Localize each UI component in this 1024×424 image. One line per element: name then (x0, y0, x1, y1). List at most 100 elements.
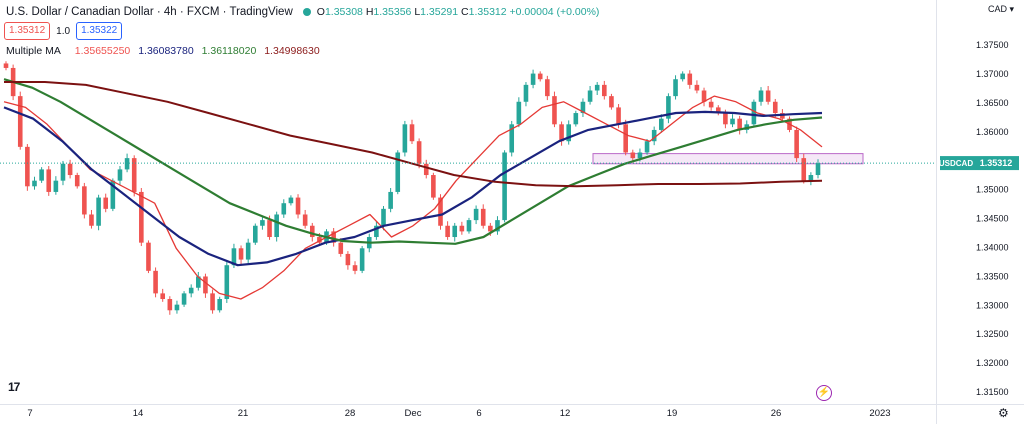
candle-body (409, 124, 415, 142)
candle-body (281, 203, 287, 215)
price-axis-tick-label: 1.34000 (976, 242, 1009, 252)
candle-body (210, 293, 215, 311)
candle-body (203, 276, 208, 294)
candle-body (715, 107, 721, 114)
price-axis-tick-label: 1.33000 (976, 300, 1009, 310)
time-axis-tick-label: 21 (238, 408, 249, 419)
candle-body (174, 304, 180, 311)
candle-body (708, 101, 714, 108)
candle-body (96, 197, 101, 226)
price-axis-tick-label: 1.37500 (976, 40, 1009, 50)
candle-body (808, 175, 814, 181)
time-axis-separator (0, 404, 1024, 405)
candle-body (67, 163, 73, 176)
sell-button[interactable]: 1.35312 (4, 22, 51, 40)
candle-body (25, 146, 30, 187)
candle-body (466, 220, 472, 232)
time-axis-tick-label: 12 (560, 408, 571, 419)
candle-body (765, 90, 771, 102)
candle-body (644, 141, 650, 153)
candle-body (559, 124, 564, 142)
candle-body (594, 84, 600, 91)
candle-body (374, 225, 379, 238)
candle-body (338, 242, 344, 254)
candle-body (74, 175, 80, 187)
price-axis-tick-label: 1.33500 (976, 271, 1009, 281)
candle-body (587, 90, 593, 102)
symbol-title[interactable]: U.S. Dollar / Canadian Dollar · 4h · FXC… (6, 6, 293, 18)
candle-body (815, 163, 821, 176)
time-axis-tick-label: 2023 (869, 408, 890, 419)
gear-icon[interactable]: ⚙ (998, 406, 1009, 420)
candle-body (231, 248, 237, 266)
candle-body (238, 248, 244, 260)
price-axis-tick-label: 1.34500 (976, 214, 1009, 224)
ohlc-readout: O1.35308 H1.35356 L1.35291 C1.35312 +0.0… (316, 6, 600, 18)
indicator-label: Multiple MA (6, 45, 61, 57)
candle-body (516, 101, 522, 125)
candle-body (609, 96, 614, 108)
time-axis-tick-label: 14 (133, 408, 144, 419)
candle-body (459, 225, 465, 232)
trade-buttons: 1.35312 1.0 1.35322 (4, 22, 123, 40)
candle-body (196, 276, 201, 288)
candle-body (545, 79, 550, 97)
symbol-tag (940, 156, 973, 171)
candle-body (651, 129, 657, 142)
symbol-tag-label: USDCAD (939, 159, 973, 168)
candle-body (381, 208, 386, 226)
candle-body (260, 220, 265, 226)
candle-body (488, 225, 493, 232)
time-axis-tick-label: Dec (405, 408, 422, 419)
ma-value-2: 1.36083780 (138, 45, 194, 57)
candle-body (295, 197, 301, 215)
candle-body (452, 225, 458, 238)
candle-body (103, 197, 109, 209)
candle-body (794, 129, 799, 159)
candle-body (345, 253, 351, 266)
candle-body (630, 152, 636, 159)
chart-header: U.S. Dollar / Canadian Dollar · 4h · FXC… (6, 4, 599, 20)
price-axis-tick-label: 1.31500 (976, 387, 1009, 397)
candle-body (32, 180, 37, 187)
candle-body (423, 163, 429, 176)
buy-button[interactable]: 1.35322 (76, 22, 123, 40)
candle-body (623, 124, 628, 153)
candle-body (701, 90, 707, 102)
candle-body (124, 158, 130, 170)
candle-body (3, 63, 9, 68)
indicator-legend[interactable]: Multiple MA 1.35655250 1.36083780 1.3611… (6, 45, 320, 57)
candle-body (252, 225, 258, 243)
candle-body (224, 265, 230, 300)
price-axis-tick-label: 1.36000 (976, 127, 1009, 137)
candle-body (552, 96, 557, 125)
ma-value-1: 1.35655250 (74, 45, 131, 57)
lightning-icon[interactable]: ⚡ (816, 385, 832, 401)
candle-body (495, 220, 500, 232)
candle-body (694, 84, 700, 91)
price-axis-tick-label: 1.35000 (976, 185, 1009, 195)
candle-body (616, 107, 621, 125)
candle-body (39, 169, 44, 181)
candle-body (438, 197, 443, 226)
time-axis-tick-label: 6 (476, 408, 481, 419)
candle-body (302, 214, 308, 226)
candle-body (523, 84, 529, 102)
market-status-dot (302, 8, 311, 16)
zone-rectangle (592, 153, 864, 165)
candle-body (537, 73, 543, 80)
candle-body (680, 73, 685, 80)
currency-selector[interactable]: CAD ▾ (988, 4, 1015, 14)
candle-body (687, 73, 693, 85)
moving-average-line (4, 81, 823, 188)
candle-body (188, 287, 194, 294)
candle-body (288, 197, 294, 204)
candle-body (801, 158, 807, 181)
price-axis-tick-label: 1.32500 (976, 329, 1009, 339)
candle-body (502, 152, 507, 221)
candle-body (117, 169, 123, 181)
candle-body (110, 180, 116, 209)
candle-body (309, 225, 315, 238)
candle-body (416, 141, 422, 164)
